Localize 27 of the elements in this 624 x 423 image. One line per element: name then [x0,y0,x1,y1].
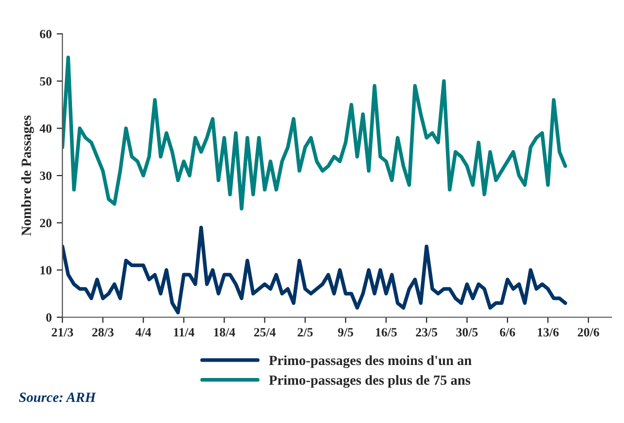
y-tick-label: 20 [40,218,52,228]
y-tick-label: 40 [40,124,52,133]
y-tick-label: 0 [46,313,52,322]
x-tick-label: 9/5 [338,328,354,336]
legend-label: Primo-passages des moins d'un an [269,355,472,368]
line-series [62,56,568,210]
x-tick-label: 18/4 [214,328,236,336]
source-note: Source: ARH [18,392,96,402]
x-tick-label: 6/6 [500,328,516,336]
y-tick-label: 10 [40,266,52,274]
x-tick-label: 13/6 [538,328,559,336]
x-tick-label: 11/4 [174,328,194,336]
line-series [62,226,568,314]
x-tick-label: 16/5 [376,328,397,336]
x-tick-label: 23/5 [416,328,438,336]
x-tick-label: 4/4 [136,328,152,336]
x-tick-label: 28/3 [92,328,114,336]
x-tick-label: 30/5 [456,328,478,336]
x-tick-label: 2/5 [298,328,313,336]
x-tick-label: 25/4 [254,328,276,336]
y-tick-label: 60 [40,30,52,38]
legend-label: Primo-passages des plus de 75 ans [269,375,470,388]
x-tick-label: 21/3 [52,328,74,336]
y-tick-label: 50 [40,77,52,86]
y-axis-title: Nombre de Passages [21,115,34,236]
x-tick-label: 20/6 [578,328,600,336]
y-tick-label: 30 [40,172,52,180]
